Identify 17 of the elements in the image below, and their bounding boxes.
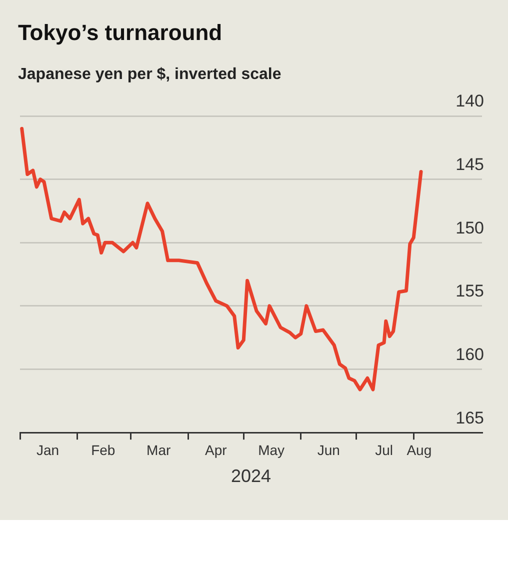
y-tick-label: 145 bbox=[456, 155, 484, 174]
chart-title: Tokyo’s turnaround bbox=[18, 20, 222, 46]
chart-subtitle: Japanese yen per $, inverted scale bbox=[18, 66, 282, 84]
x-tick-label: Jul bbox=[375, 442, 394, 458]
y-tick-label: 140 bbox=[456, 92, 484, 111]
y-tick-label: 160 bbox=[456, 344, 484, 364]
y-tick-label: 150 bbox=[456, 218, 484, 238]
x-tick-label: Feb bbox=[91, 442, 116, 458]
y-tick-label: 165 bbox=[456, 408, 484, 428]
y-tick-label: 155 bbox=[456, 282, 484, 301]
x-tick-label: Apr bbox=[204, 442, 228, 458]
x-tick-label: Jun bbox=[317, 442, 340, 458]
x-tick-label: Mar bbox=[146, 442, 171, 458]
x-tick-label: May bbox=[258, 442, 285, 458]
x-tick-label: Aug bbox=[406, 442, 432, 458]
x-axis-title: 2024 bbox=[230, 466, 272, 486]
x-tick-label: Jan bbox=[36, 442, 60, 458]
